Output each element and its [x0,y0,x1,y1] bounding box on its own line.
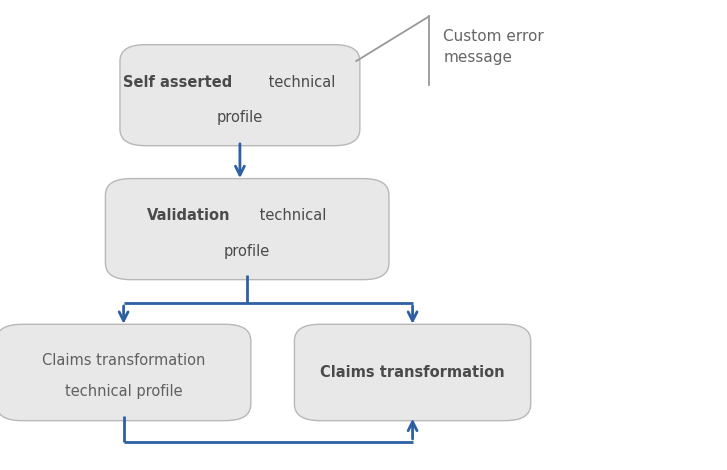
FancyBboxPatch shape [120,45,360,146]
FancyBboxPatch shape [0,324,251,421]
Text: Validation: Validation [148,209,230,223]
FancyBboxPatch shape [294,324,531,421]
Text: Claims transformation: Claims transformation [321,365,505,380]
Text: Custom error
message: Custom error message [443,29,545,65]
Text: profile: profile [224,244,270,259]
Text: technical: technical [255,209,326,223]
Text: profile: profile [217,110,263,125]
Text: technical: technical [265,75,336,89]
FancyBboxPatch shape [105,179,389,280]
Text: technical profile: technical profile [65,384,182,399]
Text: Self asserted: Self asserted [124,75,233,89]
Text: Claims transformation: Claims transformation [42,353,205,368]
